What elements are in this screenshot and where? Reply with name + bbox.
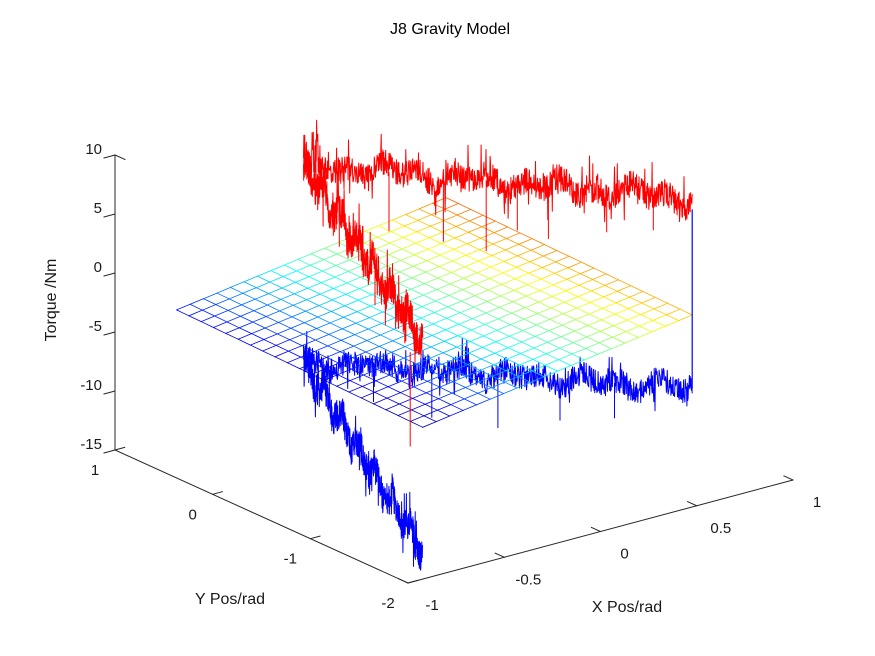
y-axis-label: Y Pos/rad — [195, 591, 265, 608]
z-tick-label: -10 — [80, 377, 102, 394]
x-tick-label: 0.5 — [710, 520, 731, 537]
y-tick-label: -1 — [284, 551, 297, 568]
z-axis-label: Torque /Nm — [43, 258, 60, 342]
trace-front-of-mesh — [303, 119, 693, 447]
axis-tick-marks — [103, 154, 794, 584]
z-tick-label: -5 — [89, 318, 102, 335]
x-tick-label: -0.5 — [515, 571, 541, 588]
z-tick-label: 0 — [94, 259, 102, 276]
chart-title: J8 Gravity Model — [389, 21, 511, 38]
y-tick-label: 1 — [91, 462, 99, 479]
x-tick-label: 1 — [813, 494, 821, 511]
z-tick-label: 5 — [94, 200, 102, 217]
x-tick-label: 0 — [620, 546, 628, 563]
x-axis-label: X Pos/rad — [591, 599, 663, 616]
y-tick-label: -2 — [381, 595, 394, 612]
z-tick-label: -15 — [80, 436, 102, 453]
y-tick-label: 0 — [189, 506, 197, 523]
z-tick-label: 10 — [85, 141, 102, 158]
x-tick-label: -1 — [425, 597, 438, 614]
